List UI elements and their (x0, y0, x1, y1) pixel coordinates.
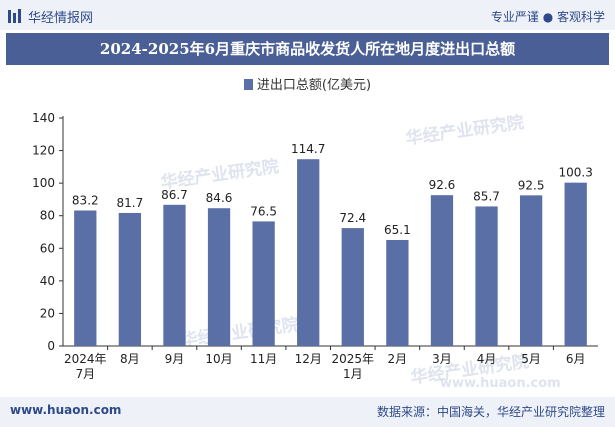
footer: www.huaon.com 数据来源：中国海关，华经产业研究院整理 (0, 397, 615, 427)
chart-title: 2024-2025年6月重庆市商品收发货人所在地月度进出口总额 (99, 40, 516, 58)
bar (252, 221, 275, 346)
brand-logo-icon (8, 9, 21, 23)
x-tick-label: 8月 (120, 352, 140, 366)
x-tick-label: 7月 (75, 367, 95, 381)
bar (74, 210, 97, 346)
x-tick-label: 3月 (432, 352, 452, 366)
x-tick-label: 11月 (250, 352, 277, 366)
y-tick-label: 120 (32, 144, 55, 158)
x-tick-label: 6月 (566, 352, 586, 366)
data-label: 114.7 (291, 142, 325, 156)
x-tick-label: 2025年 (332, 352, 375, 366)
y-tick-label: 140 (32, 111, 55, 125)
data-label: 83.2 (72, 194, 99, 208)
x-tick-label: 2024年 (64, 352, 107, 366)
title-bar: 2024-2025年6月重庆市商品收发货人所在地月度进出口总额 (6, 33, 609, 65)
bar (475, 206, 498, 346)
y-tick-label: 0 (47, 339, 55, 353)
y-tick-label: 80 (40, 209, 55, 223)
data-label: 86.7 (161, 188, 188, 202)
y-tick-label: 20 (40, 306, 55, 320)
tagline: 专业严谨 ● 客观科学 (490, 10, 605, 24)
legend-label: 进出口总额(亿美元) (256, 78, 372, 93)
data-label: 92.5 (518, 178, 545, 192)
chart-legend: 进出口总额(亿美元) (0, 74, 615, 93)
y-tick-label: 100 (32, 176, 55, 190)
data-label: 100.3 (559, 166, 593, 180)
x-tick-label: 4月 (477, 352, 497, 366)
legend-swatch (243, 79, 253, 90)
bar (118, 212, 142, 346)
x-tick-label: 9月 (165, 352, 185, 366)
data-label: 81.7 (117, 196, 144, 210)
data-label: 85.7 (473, 189, 500, 203)
bar (207, 208, 231, 346)
data-label: 76.5 (250, 204, 277, 218)
y-tick-label: 40 (40, 274, 55, 288)
bar (430, 195, 454, 346)
bar (519, 195, 543, 346)
footer-url[interactable]: www.huaon.com (10, 403, 122, 417)
data-label: 65.1 (384, 223, 411, 237)
bar (386, 239, 409, 346)
brand-logo[interactable]: 华经情报网 (8, 7, 93, 26)
top-header: 华经情报网 专业严谨 ● 客观科学 (0, 0, 615, 30)
data-source: 数据来源：中国海关，华经产业研究院整理 (376, 405, 605, 419)
bar (297, 159, 320, 346)
x-tick-label: 1月 (343, 367, 363, 381)
x-tick-label: 10月 (205, 352, 232, 366)
brand-name: 华经情报网 (28, 11, 94, 26)
x-tick-label: 5月 (521, 352, 541, 366)
y-tick-label: 60 (40, 241, 55, 255)
x-tick-label: 2月 (388, 352, 408, 366)
data-label: 84.6 (206, 191, 233, 205)
bar (163, 204, 186, 346)
x-tick-label: 12月 (295, 352, 322, 366)
bar (564, 182, 587, 346)
bar (341, 228, 364, 346)
data-label: 92.6 (429, 178, 456, 192)
data-label: 72.4 (339, 211, 366, 225)
